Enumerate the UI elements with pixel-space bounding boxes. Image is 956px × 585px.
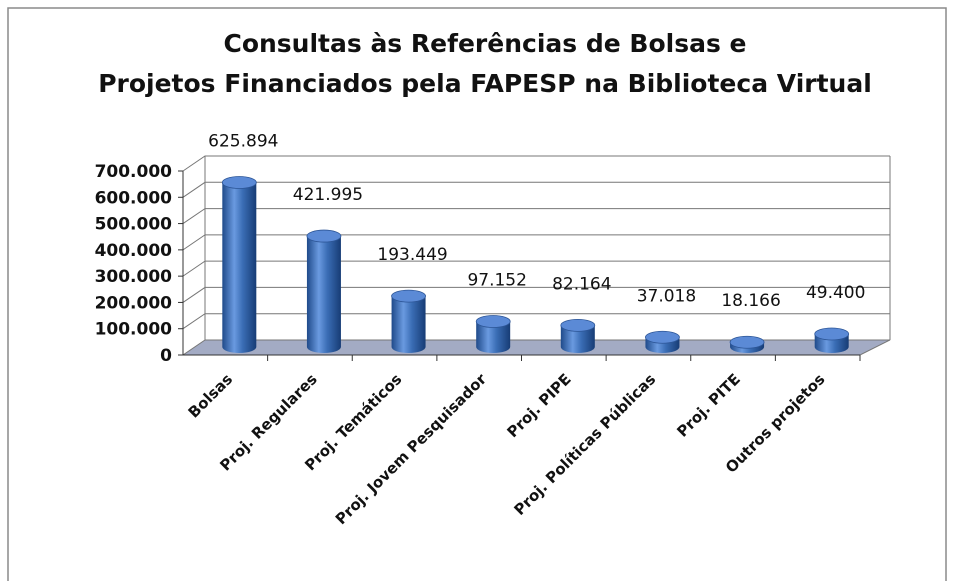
bar xyxy=(814,327,850,353)
bar-body xyxy=(222,182,257,353)
value-label: 82.164 xyxy=(552,274,611,294)
bar-top xyxy=(306,229,342,243)
bar-top xyxy=(729,335,765,349)
y-tick-label: 200.000 xyxy=(95,293,173,313)
value-label: 421.995 xyxy=(293,185,363,205)
value-label: 193.449 xyxy=(377,245,447,265)
y-tick-label: 500.000 xyxy=(95,215,173,235)
bar-body xyxy=(306,236,341,353)
y-tick-label: 400.000 xyxy=(95,241,173,261)
bar-body xyxy=(560,325,595,353)
bar-top xyxy=(645,330,680,344)
bar xyxy=(645,330,680,353)
y-tick-label: 600.000 xyxy=(95,188,173,208)
bar-top xyxy=(221,176,257,189)
y-tick-label: 100.000 xyxy=(95,320,173,340)
y-tick-label: 0 xyxy=(160,346,172,366)
bar xyxy=(221,176,257,353)
bar-top xyxy=(814,327,850,341)
chart-border xyxy=(7,7,947,585)
bar xyxy=(475,315,511,353)
y-tick-label: 300.000 xyxy=(95,267,173,287)
y-tick-label: 700.000 xyxy=(95,162,173,182)
bar-top xyxy=(391,289,426,303)
value-label: 37.018 xyxy=(637,286,696,306)
value-label: 18.166 xyxy=(721,291,780,311)
value-label: 97.152 xyxy=(467,270,526,290)
value-label: 49.400 xyxy=(806,283,865,303)
bar xyxy=(560,319,596,353)
bar xyxy=(729,335,765,353)
bar-top xyxy=(475,315,511,328)
bar xyxy=(306,229,342,353)
bar-top xyxy=(560,319,596,332)
bar-body xyxy=(476,321,511,353)
bar-body xyxy=(391,296,426,353)
chart-title: Consultas às Referências de Bolsas e Proj… xyxy=(98,29,872,98)
bar xyxy=(391,289,426,353)
value-label: 625.894 xyxy=(208,131,278,151)
floor xyxy=(181,339,891,356)
